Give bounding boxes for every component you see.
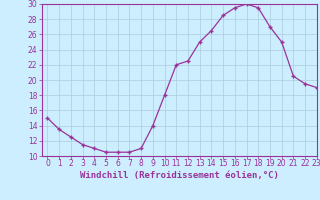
X-axis label: Windchill (Refroidissement éolien,°C): Windchill (Refroidissement éolien,°C): [80, 171, 279, 180]
